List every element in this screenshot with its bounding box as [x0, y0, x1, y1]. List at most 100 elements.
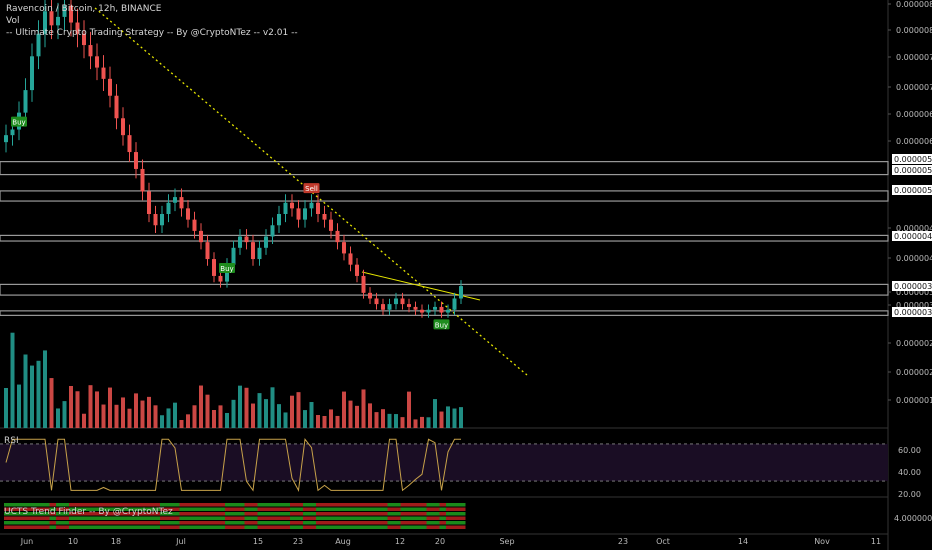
ucts-cell	[218, 525, 225, 529]
ucts-cell	[36, 507, 43, 511]
ucts-cell	[166, 512, 173, 516]
rsi-line	[5, 438, 461, 492]
ucts-cell	[413, 521, 420, 525]
ucts-cell	[82, 521, 89, 525]
ucts-cell	[95, 521, 102, 525]
volume-bar	[69, 385, 73, 428]
candle-body	[348, 253, 353, 265]
candle-body	[49, 11, 54, 26]
volume-bar	[439, 411, 444, 428]
ucts-cell	[121, 525, 128, 529]
rsi-label[interactable]: RSI	[4, 436, 19, 446]
ucts-cell	[10, 512, 17, 516]
ucts-cell	[75, 516, 82, 520]
ucts-cell	[277, 507, 284, 511]
strategy-label[interactable]: -- Ultimate Crypto Trading Strategy -- B…	[6, 28, 298, 38]
ucts-cell	[387, 516, 394, 520]
volume-bar	[23, 354, 28, 428]
ucts-cell	[381, 503, 388, 507]
ucts-cell	[153, 525, 160, 529]
ucts-cell	[10, 525, 17, 529]
ucts-cell	[23, 516, 30, 520]
volume-bar	[225, 412, 229, 428]
ucts-cell	[160, 507, 167, 511]
ucts-cell	[257, 521, 264, 525]
ucts-cell	[244, 507, 251, 511]
ucts-cell	[374, 525, 381, 529]
candles	[4, 0, 463, 318]
volume-bar	[374, 412, 379, 428]
ucts-cell	[153, 507, 160, 511]
ucts-cell	[361, 507, 368, 511]
price-axis[interactable]: 0.00000850 0.00000800 0.00000750 0.00000700…	[888, 0, 932, 523]
volume-bar	[10, 332, 15, 428]
ucts-cell	[108, 525, 115, 529]
volume-label[interactable]: Vol	[6, 16, 20, 26]
volume-bar	[43, 350, 47, 428]
ucts-cell	[49, 521, 56, 525]
candle-body	[231, 247, 236, 265]
ucts-cell	[231, 503, 238, 507]
ucts-cell	[75, 512, 82, 516]
candle-body	[368, 292, 372, 299]
signal-label: Buy	[220, 265, 233, 273]
ucts-cell	[420, 521, 427, 525]
ucts-cell	[218, 512, 225, 516]
ucts-label[interactable]: UCTS Trend Finder -- By @CryptoNTez	[4, 507, 173, 517]
candle-body	[290, 202, 294, 209]
ucts-cell	[381, 525, 388, 529]
time-axis[interactable]: Jun 10 18 Jul 15 23 Aug 12 20 Sep 23 Oct 14 Nov 11	[20, 537, 881, 546]
ucts-cell	[62, 512, 69, 516]
ucts-cell	[127, 521, 134, 525]
ucts-cell	[17, 516, 24, 520]
ucts-cell	[303, 516, 310, 520]
ucts-cell	[134, 521, 141, 525]
ucts-cell	[10, 507, 17, 511]
ucts-cell	[257, 525, 264, 529]
candle-body	[212, 259, 216, 276]
ucts-cell	[173, 525, 180, 529]
ucts-cell	[270, 516, 277, 520]
candle-body	[114, 95, 119, 119]
ucts-cell	[238, 521, 245, 525]
ucts-cell	[257, 507, 264, 511]
candle-body	[316, 202, 320, 214]
ucts-cell	[283, 521, 290, 525]
level-price-box	[892, 307, 932, 317]
ucts-cell	[127, 516, 134, 520]
ucts-cell	[75, 503, 82, 507]
ucts-cell	[446, 516, 453, 520]
x-tick-label: Aug	[335, 537, 351, 546]
ucts-cell	[179, 512, 186, 516]
volume-bar	[62, 401, 67, 428]
ucts-cell	[166, 503, 173, 507]
rsi-tick-label: 60.00	[898, 446, 921, 455]
level-price-label: 0.00000555	[894, 166, 932, 175]
ucts-cell	[264, 507, 271, 511]
ucts-cell	[342, 516, 349, 520]
ucts-cell	[173, 507, 180, 511]
ucts-cell	[62, 525, 69, 529]
ucts-cell	[205, 521, 212, 525]
ucts-cell	[134, 525, 141, 529]
volume-bar	[186, 414, 190, 428]
volume-bar	[355, 405, 359, 428]
ucts-cell	[322, 525, 329, 529]
candle-body	[101, 67, 106, 79]
ucts-cell	[446, 503, 453, 507]
candle-body	[69, 5, 73, 23]
x-tick-label: 18	[111, 537, 121, 546]
candle-body	[309, 202, 314, 209]
ucts-cell	[69, 521, 76, 525]
ucts-cell	[348, 516, 355, 520]
volume-bar	[309, 402, 314, 428]
volume-bar	[361, 389, 366, 428]
ucts-cell	[400, 525, 407, 529]
volume-bar	[251, 403, 255, 428]
candle-body	[88, 45, 93, 57]
x-tick-label: Jun	[20, 537, 34, 546]
ucts-cell	[17, 525, 24, 529]
ucts-cell	[134, 512, 141, 516]
level-price-box	[892, 185, 932, 195]
symbol-title[interactable]: Ravencoin / Bitcoin, 12h, BINANCE	[6, 4, 162, 14]
